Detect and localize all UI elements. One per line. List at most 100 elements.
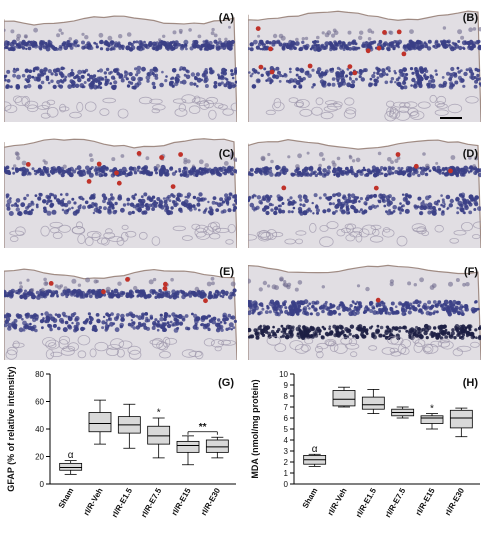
tissue-layers-e (4, 268, 237, 360)
stained-cell-marker (96, 161, 102, 167)
significance-label: α (312, 444, 318, 455)
tissue-layers-c (4, 138, 237, 248)
panel-label-c: (C) (218, 148, 234, 160)
stained-cell-marker (86, 179, 92, 184)
box-body (332, 390, 356, 407)
y-axis-label: MDA (nmol/mg protein) (250, 379, 260, 478)
stained-cell-marker (178, 152, 184, 157)
box-ri-r-e15 (176, 435, 200, 466)
histology-panel-e: (E) (4, 260, 237, 360)
box-body (88, 412, 112, 433)
x-tick-label: Sham (57, 487, 76, 510)
box-ri-r-veh (332, 386, 356, 408)
stained-cell-marker (163, 281, 168, 287)
box-sham (59, 460, 83, 475)
y-tick-label: 9 (284, 381, 289, 390)
histology-panel-b: (B) (248, 6, 481, 122)
box-ri-r-e30 (205, 436, 229, 459)
box-ri-r-e1-5 (361, 388, 385, 414)
x-tick-label: rI/R-E15 (414, 486, 437, 517)
stained-cell-marker (395, 152, 401, 157)
x-tick-label: rI/R-E30 (443, 486, 466, 517)
y-tick-label: 40 (35, 425, 44, 434)
stained-cell-marker (373, 185, 379, 191)
y-tick-label: 20 (35, 453, 44, 462)
x-tick-label: rI/R-E30 (199, 486, 222, 517)
box-sham (303, 453, 327, 467)
tissue-layers-d (248, 139, 481, 248)
x-tick-label: rI/R-E1.5 (110, 486, 134, 519)
y-tick-label: 4 (284, 436, 289, 445)
stained-cell-marker (396, 29, 402, 35)
box-ri-r-e1-5 (117, 403, 141, 449)
stained-cell-marker (448, 168, 453, 174)
y-tick-label: 2 (284, 458, 289, 467)
box-ri-r-e7-5 (391, 406, 415, 419)
box-body (147, 425, 171, 445)
histology-panel-f: (F) (248, 260, 481, 360)
stained-cell-marker (375, 297, 381, 303)
stained-cell-marker (116, 180, 122, 186)
y-tick-label: 1 (284, 469, 289, 478)
x-tick-label: rI/R-Veh (82, 486, 105, 517)
stained-cell-marker (48, 281, 54, 286)
panel-label-e: (E) (219, 266, 234, 278)
significance-label: α (68, 450, 74, 461)
stained-cell-marker (255, 26, 261, 31)
histology-panel-c: (C) (4, 132, 237, 248)
x-tick-label: rI/R-E15 (170, 486, 193, 517)
y-tick-label: 8 (284, 392, 289, 401)
y-tick-label: 80 (35, 370, 44, 379)
stained-cell-marker (162, 286, 168, 291)
tissue-image-c (4, 132, 237, 248)
panel-label-f: (F) (463, 266, 478, 278)
significance-label: * (157, 407, 161, 418)
box-body (361, 396, 385, 410)
box-body (205, 439, 229, 453)
y-axis-label: GFAP (% of relative intensity) (6, 366, 16, 491)
y-tick-label: 60 (35, 398, 44, 407)
tissue-image-e (4, 260, 237, 360)
box-body (420, 415, 444, 424)
tissue-image-f (248, 260, 481, 360)
box-ri-r-e30 (449, 407, 473, 438)
y-tick-label: 5 (284, 425, 289, 434)
tissue-layers-b (248, 10, 481, 122)
tissue-image-a (4, 6, 237, 122)
scale-bar (440, 117, 462, 119)
stained-cell-marker (258, 64, 264, 70)
stained-cell-marker (382, 30, 387, 35)
stained-cell-marker (170, 184, 176, 189)
stained-cell-marker (114, 170, 119, 176)
box-ri-r-e15 (420, 413, 444, 430)
stained-cell-marker (376, 45, 382, 51)
chart-panel-label: (G) (218, 377, 234, 389)
y-tick-label: 10 (279, 370, 288, 379)
stained-cell-marker (347, 64, 353, 69)
box-ri-r-veh (88, 399, 112, 445)
y-tick-label: 0 (284, 480, 289, 489)
y-tick-label: 7 (284, 403, 289, 412)
stained-cell-marker (101, 289, 106, 295)
panel-label-a: (A) (218, 12, 234, 24)
stained-cell-marker (352, 70, 358, 76)
stained-cell-marker (125, 277, 130, 282)
stained-cell-marker (281, 185, 287, 191)
stained-cell-marker (203, 298, 208, 304)
significance-label: ** (199, 422, 207, 433)
stained-cell-marker (159, 155, 165, 160)
panel-label-d: (D) (462, 148, 478, 160)
stained-cell-marker (268, 46, 273, 52)
tissue-layers-f (248, 264, 481, 360)
significance-bracket (187, 431, 218, 435)
x-tick-label: rI/R-E7.5 (383, 486, 407, 519)
tissue-image-b (248, 6, 481, 122)
y-tick-label: 3 (284, 447, 289, 456)
stained-cell-marker (401, 51, 407, 57)
stained-cell-marker (25, 162, 31, 167)
mda-boxplot-chart: 0 1 2 3 4 5 6 7 8 9 10 MDA (nmol/mg protein) (H) Sham… (250, 370, 480, 519)
tissue-layers-a (4, 15, 237, 122)
stained-cell-marker (269, 69, 275, 75)
y-tick-label: 6 (284, 414, 289, 423)
panel-label-b: (B) (462, 12, 478, 24)
